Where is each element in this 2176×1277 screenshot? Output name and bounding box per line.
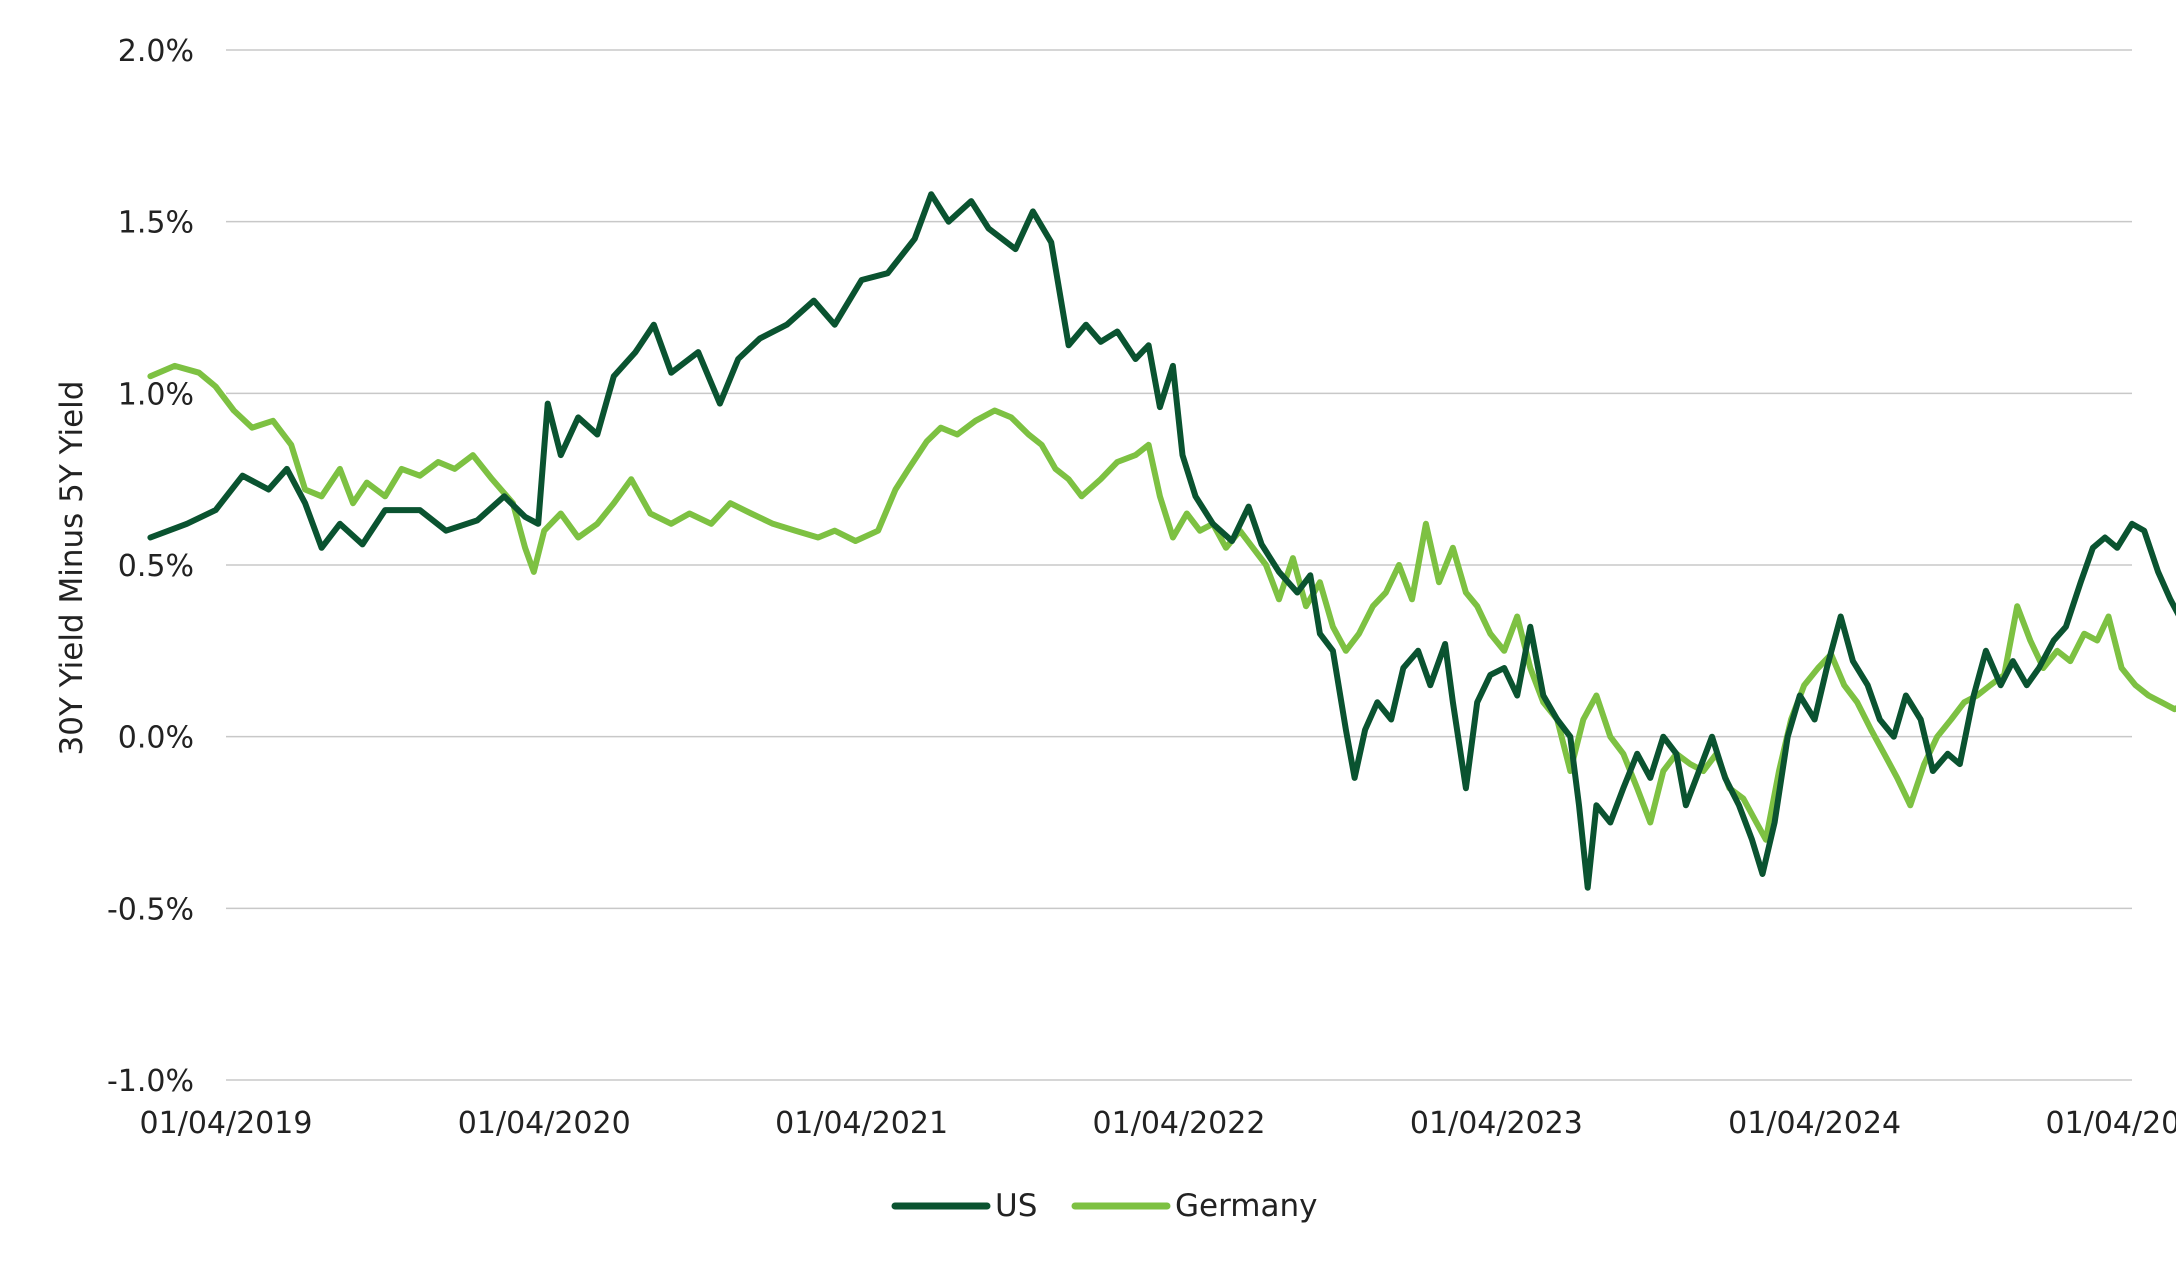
x-tick-label: 01/04/2020 bbox=[458, 1106, 631, 1141]
y-tick-label: -1.0% bbox=[107, 1064, 194, 1099]
series-line-us bbox=[147, 191, 2176, 891]
y-tick-label: 1.5% bbox=[118, 206, 194, 241]
x-tick-label: 01/04/2023 bbox=[1410, 1106, 1583, 1141]
y-tick-label: -0.5% bbox=[107, 892, 194, 927]
x-axis-ticks: 01/04/2019 01/04/2020 01/04/2021 01/04/2022… bbox=[140, 1106, 2176, 1141]
legend: US Germany bbox=[891, 1188, 1317, 1224]
series-lines bbox=[147, 191, 2176, 891]
x-tick-label: 01/04/2021 bbox=[775, 1106, 948, 1141]
x-tick-label: 01/04/2019 bbox=[140, 1106, 313, 1141]
x-tick-label: 01/04/2022 bbox=[1093, 1106, 1266, 1141]
y-tick-label: 2.0% bbox=[118, 34, 194, 69]
x-tick-label: 01/04/2025 bbox=[2046, 1106, 2176, 1141]
gridlines bbox=[226, 49, 2132, 1081]
y-axis-title: 30Y Yield Minus 5Y Yield bbox=[54, 381, 90, 756]
legend-label-germany: Germany bbox=[1175, 1188, 1317, 1224]
y-tick-label: 0.5% bbox=[118, 549, 194, 584]
series-line-germany bbox=[147, 362, 2176, 843]
y-tick-label: 0.0% bbox=[118, 721, 194, 756]
y-axis-ticks: 2.0% 1.5% 1.0% 0.5% 0.0% -0.5% -1.0% bbox=[107, 34, 194, 1099]
legend-label-us: US bbox=[995, 1188, 1037, 1224]
y-tick-label: 1.0% bbox=[118, 377, 194, 412]
x-tick-label: 01/04/2024 bbox=[1728, 1106, 1901, 1141]
